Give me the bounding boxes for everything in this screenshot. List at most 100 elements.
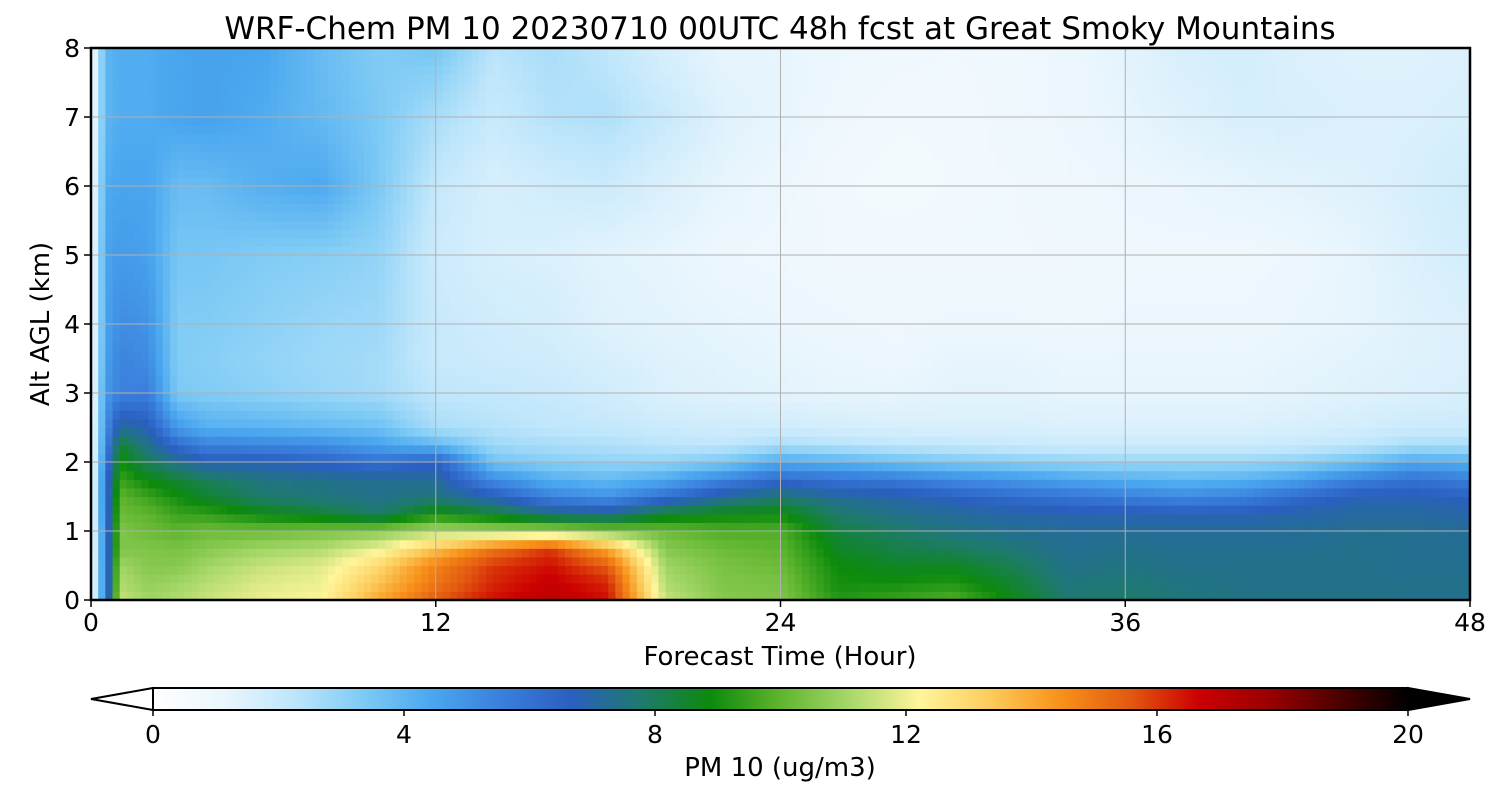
field-cell	[600, 99, 609, 109]
field-cell	[514, 436, 523, 446]
field-cell	[464, 298, 473, 308]
field-cell	[478, 272, 487, 282]
field-cell	[407, 410, 415, 420]
field-cell	[292, 168, 300, 178]
field-cell	[328, 591, 336, 600]
field-cell	[213, 349, 221, 360]
field-cell	[263, 229, 272, 239]
field-cell	[320, 211, 329, 222]
field-cell	[241, 194, 250, 204]
field-cell	[378, 531, 387, 541]
field-cell	[256, 134, 264, 144]
field-cell	[256, 65, 264, 75]
field-cell	[299, 401, 308, 411]
field-cell	[457, 56, 466, 66]
field-cell	[98, 574, 106, 584]
field-cell	[636, 186, 645, 196]
field-cell	[378, 246, 387, 256]
field-cell	[442, 220, 451, 230]
field-cell	[371, 142, 379, 153]
field-cell	[600, 160, 609, 170]
field-cell	[328, 496, 336, 506]
field-cell	[270, 108, 279, 118]
field-cell	[450, 384, 458, 394]
field-cell	[256, 591, 264, 600]
field-cell	[141, 574, 150, 584]
field-cell	[249, 436, 257, 446]
field-cell	[557, 324, 566, 334]
field-cell	[442, 99, 451, 109]
field-cell	[363, 565, 372, 575]
field-cell	[227, 82, 236, 92]
field-cell	[478, 65, 487, 75]
field-cell	[399, 548, 408, 558]
field-cell	[328, 160, 336, 170]
field-cell	[486, 48, 494, 58]
field-cell	[356, 99, 365, 109]
field-cell	[471, 487, 480, 498]
field-cell	[636, 462, 645, 472]
field-cell	[112, 487, 121, 498]
field-cell	[464, 565, 473, 575]
field-cell	[263, 349, 272, 360]
field-cell	[162, 246, 171, 256]
field-cell	[500, 108, 509, 118]
field-cell	[608, 125, 616, 135]
field-cell	[277, 289, 286, 299]
field-cell	[622, 341, 631, 351]
field-cell	[442, 177, 451, 187]
field-cell	[119, 255, 128, 265]
field-cell	[292, 203, 300, 213]
field-cell	[335, 341, 343, 351]
field-cell	[284, 462, 293, 472]
field-cell	[450, 496, 458, 506]
field-cell	[184, 82, 193, 92]
field-cell	[622, 418, 631, 429]
field-cell	[500, 341, 509, 351]
field-cell	[385, 513, 394, 523]
field-cell	[213, 505, 221, 515]
field-cell	[91, 341, 99, 351]
field-cell	[241, 513, 250, 523]
field-cell	[507, 220, 516, 230]
field-cell	[249, 358, 257, 368]
field-cell	[428, 341, 437, 351]
field-cell	[363, 151, 372, 161]
field-cell	[600, 298, 609, 308]
field-cell	[442, 332, 451, 342]
field-cell	[342, 99, 351, 109]
field-cell	[486, 427, 494, 437]
field-cell	[292, 134, 300, 144]
field-cell	[126, 99, 135, 109]
field-cell	[349, 522, 358, 532]
field-cell	[435, 91, 444, 101]
field-cell	[557, 479, 566, 489]
field-cell	[442, 565, 451, 575]
field-cell	[306, 56, 315, 66]
field-cell	[399, 237, 408, 247]
field-cell	[256, 470, 264, 480]
field-cell	[119, 73, 128, 84]
field-cell	[579, 237, 588, 247]
field-cell	[141, 505, 150, 515]
field-cell	[105, 177, 114, 187]
field-cell	[299, 479, 308, 489]
field-cell	[536, 82, 545, 92]
field-cell	[442, 453, 451, 463]
field-cell	[284, 384, 293, 394]
field-cell	[536, 186, 545, 196]
field-cell	[644, 462, 652, 472]
field-cell	[600, 574, 609, 584]
field-cell	[478, 194, 487, 204]
field-cell	[486, 229, 494, 239]
field-cell	[234, 56, 243, 66]
field-cell	[442, 108, 451, 118]
field-cell	[442, 522, 451, 532]
field-cell	[241, 487, 250, 498]
field-cell	[205, 513, 214, 523]
field-cell	[356, 306, 365, 316]
field-cell	[486, 91, 494, 101]
field-cell	[220, 401, 229, 411]
field-cell	[119, 453, 128, 463]
field-cell	[572, 384, 580, 394]
